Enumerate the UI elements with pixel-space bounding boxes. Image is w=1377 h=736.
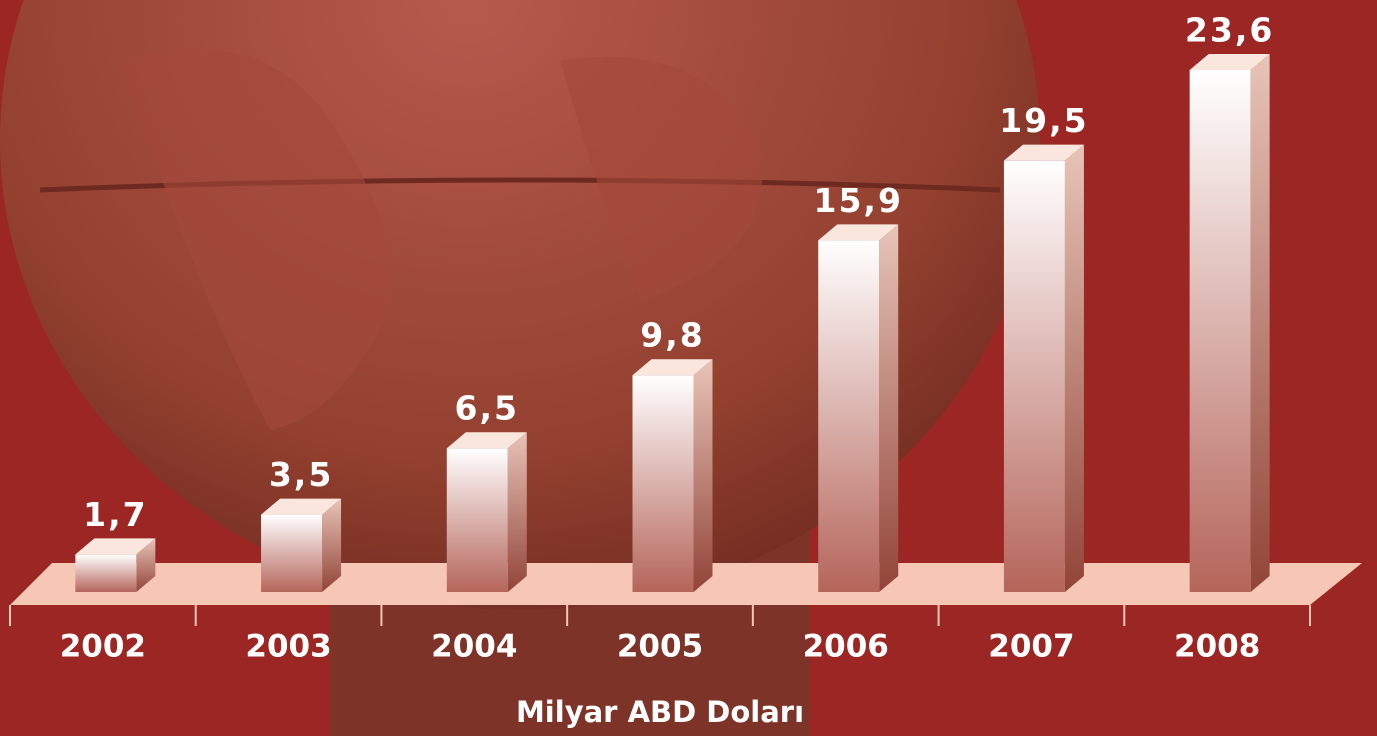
bar (1004, 161, 1065, 592)
x-tick-label: 2007 (988, 629, 1074, 665)
bar-side (1251, 54, 1270, 592)
bar-side (694, 359, 713, 592)
bar (1190, 70, 1251, 592)
bar (818, 240, 879, 592)
x-axis-label: Milyar ABD Doları (516, 695, 804, 729)
value-label: 23,6 (1185, 11, 1274, 50)
x-tick-label: 2003 (245, 629, 331, 665)
value-label: 15,9 (814, 181, 903, 220)
bar-side (879, 224, 898, 592)
x-tick-label: 2006 (803, 629, 889, 665)
bar-side (322, 499, 341, 592)
value-label: 3,5 (269, 455, 333, 494)
value-label: 1,7 (83, 495, 147, 534)
chart: Milyar ABD Doları 2002 1,7 2003 3,5 2004 6,5 2… (0, 0, 1377, 736)
bar-side (1065, 145, 1084, 592)
x-tick-label: 2002 (60, 629, 146, 665)
x-tick-label: 2008 (1174, 629, 1260, 665)
bar (261, 515, 322, 592)
bar (633, 375, 694, 592)
bar-side (508, 432, 527, 592)
page: Milyar ABD Doları 2002 1,7 2003 3,5 2004 6,5 2… (0, 0, 1377, 736)
x-tick-label: 2004 (431, 629, 517, 665)
x-tick-label: 2005 (617, 629, 703, 665)
bar (75, 554, 136, 592)
value-label: 19,5 (999, 101, 1088, 140)
value-label: 9,8 (640, 316, 704, 355)
bar (447, 448, 508, 592)
value-label: 6,5 (455, 389, 519, 428)
